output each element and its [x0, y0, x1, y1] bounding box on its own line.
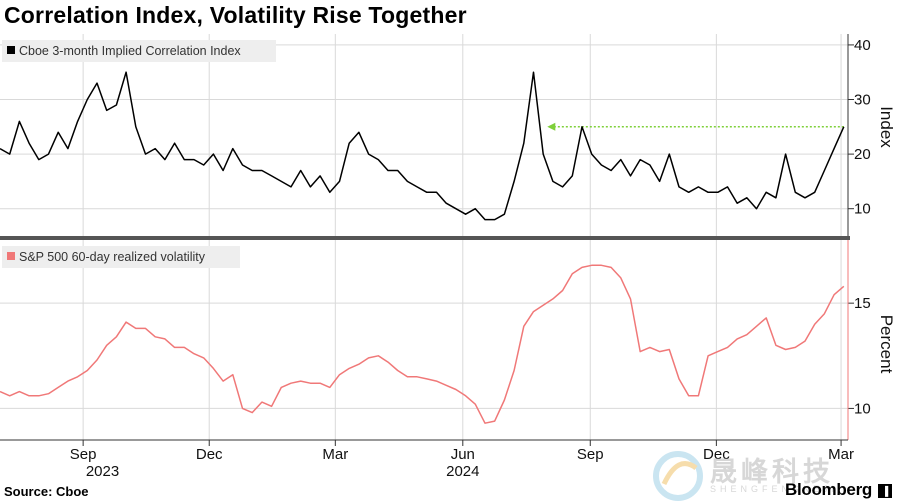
axis-layer: 10 20 30 40 10 15 Sep Dec Mar Jun Sep Dec Mar 2023 202… [0, 34, 871, 480]
dotted-arrow-head [547, 122, 556, 131]
ytick-label-percent-10: 10 [854, 400, 871, 417]
series-line-correlation [0, 71, 845, 221]
legend-label-volatility: S&P 500 60-day realized volatility [19, 250, 206, 264]
ytick-label-percent-15: 15 [854, 295, 871, 312]
ylabel-index: Index [877, 106, 896, 148]
xtick-label-6: Mar [828, 446, 854, 463]
grid-layer [0, 34, 848, 440]
legend-box-correlation [2, 40, 276, 62]
ytick-label-index-30: 30 [854, 92, 871, 109]
panel-divider [0, 236, 850, 240]
series-line-volatility [0, 264, 845, 424]
legend-swatch-volatility [7, 252, 15, 260]
legend-box-volatility [2, 246, 240, 268]
legend-label-correlation: Cboe 3-month Implied Correlation Index [19, 44, 241, 58]
xtick-label-2: Mar [322, 446, 348, 463]
brand-mark-icon: ▐ [878, 484, 892, 498]
brand-logo: Bloomberg [784, 480, 872, 499]
ytick-label-index-10: 10 [854, 201, 871, 218]
xtick-label-1: Dec [196, 446, 223, 463]
ylabel-percent: Percent [877, 315, 896, 374]
chart-title: Correlation Index, Volatility Rise Toget… [4, 2, 467, 28]
source-note: Source: Cboe [4, 484, 89, 499]
legend-swatch-correlation [7, 46, 15, 54]
ytick-label-index-40: 40 [854, 37, 871, 54]
year-label-2024: 2024 [446, 463, 479, 480]
xtick-label-5: Dec [703, 446, 730, 463]
year-label-2023: 2023 [86, 463, 119, 480]
xtick-label-4: Sep [577, 446, 604, 463]
ytick-label-index-20: 20 [854, 146, 871, 163]
xtick-label-3: Jun [451, 446, 475, 463]
xtick-label-0: Sep [70, 446, 97, 463]
